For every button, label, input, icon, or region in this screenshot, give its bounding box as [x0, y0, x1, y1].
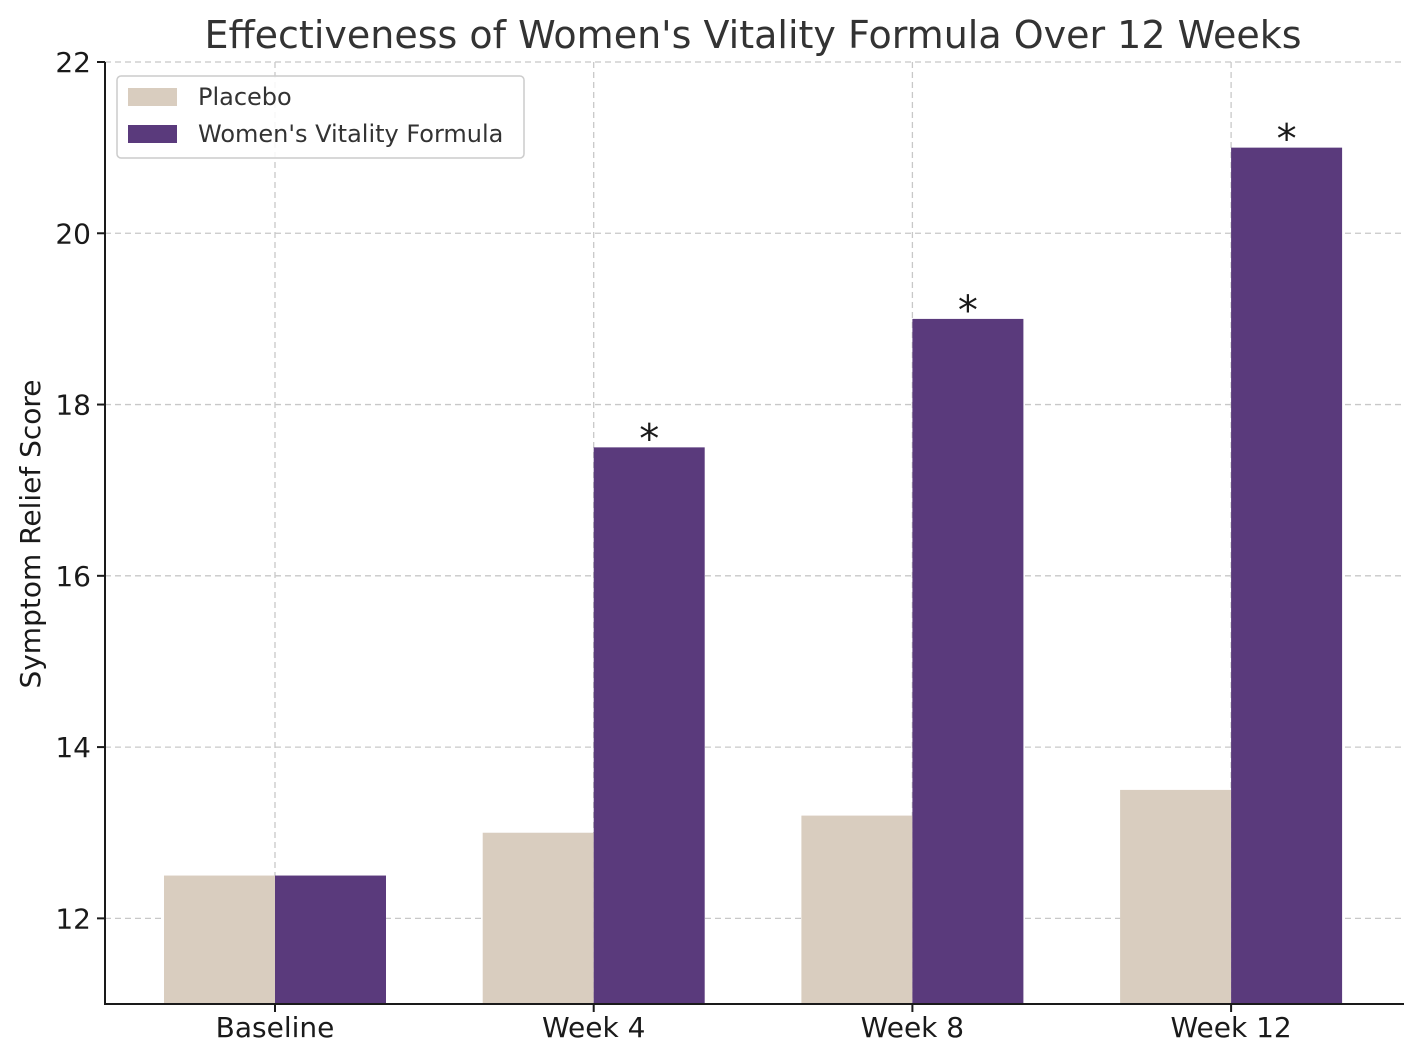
bars-layer	[164, 147, 1343, 1005]
annotations-layer: * * *	[639, 117, 1296, 463]
significance-marker: *	[958, 288, 978, 334]
bar-placebo-week-8	[801, 815, 913, 1004]
y-axis-label: Symptom Relief Score	[14, 379, 47, 688]
significance-marker: *	[1277, 117, 1297, 163]
y-tick-label: 16	[55, 560, 91, 593]
bar-formula-baseline	[275, 875, 386, 1004]
y-tick-label: 14	[55, 731, 91, 764]
y-tick-label: 12	[55, 902, 91, 935]
x-tick-label: Week 8	[861, 1011, 964, 1044]
legend-frame	[116, 75, 525, 159]
significance-marker: *	[639, 416, 659, 462]
x-tick-label: Week 12	[1170, 1011, 1291, 1044]
y-tick-label: 20	[55, 217, 91, 250]
bar-placebo-week-4	[482, 832, 594, 1004]
x-tick-label: Baseline	[216, 1011, 335, 1044]
chart-title: Effectiveness of Women's Vitality Formul…	[204, 13, 1301, 57]
x-tick-label: Week 4	[542, 1011, 645, 1044]
legend-swatch-placebo	[128, 88, 177, 106]
y-tick-label: 22	[55, 46, 91, 79]
y-ticks: 12 14 16 18 20 22	[55, 46, 105, 935]
bar-placebo-baseline	[164, 875, 275, 1004]
bar-placebo-week-12	[1120, 789, 1232, 1004]
y-tick-label: 18	[55, 389, 91, 422]
legend-label: Women's Vitality Formula	[198, 120, 503, 148]
legend-label: Placebo	[198, 83, 292, 111]
bar-formula-week-8	[912, 318, 1024, 1005]
x-ticks: Baseline Week 4 Week 8 Week 12	[216, 1004, 1292, 1044]
bar-formula-week-12	[1231, 147, 1343, 1005]
legend-swatch-formula	[128, 125, 177, 143]
legend: Placebo Women's Vitality Formula	[116, 75, 525, 159]
bar-formula-week-4	[593, 447, 705, 1004]
